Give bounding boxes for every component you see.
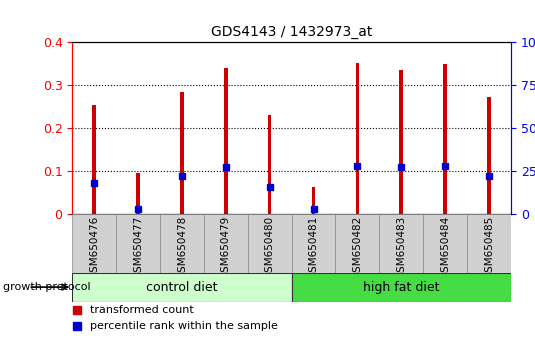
Bar xyxy=(335,214,379,273)
Bar xyxy=(292,273,511,302)
Bar xyxy=(136,172,140,214)
Text: percentile rank within the sample: percentile rank within the sample xyxy=(90,320,278,331)
Text: transformed count: transformed count xyxy=(90,304,194,315)
Text: GSM650478: GSM650478 xyxy=(177,216,187,279)
Text: high fat diet: high fat diet xyxy=(363,281,439,293)
Bar xyxy=(72,214,116,273)
Text: GSM650485: GSM650485 xyxy=(484,216,494,279)
Bar xyxy=(116,214,160,273)
Bar xyxy=(379,214,423,273)
Text: control diet: control diet xyxy=(146,281,218,293)
Bar xyxy=(180,92,184,214)
Text: GSM650481: GSM650481 xyxy=(309,216,318,279)
Bar xyxy=(204,214,248,273)
Bar xyxy=(268,115,271,214)
Bar xyxy=(356,63,359,214)
Bar xyxy=(444,64,447,214)
Title: GDS4143 / 1432973_at: GDS4143 / 1432973_at xyxy=(211,25,372,39)
Text: GSM650477: GSM650477 xyxy=(133,216,143,279)
Bar xyxy=(72,273,292,302)
Bar xyxy=(467,214,511,273)
Bar xyxy=(248,214,292,273)
Text: GSM650483: GSM650483 xyxy=(396,216,406,279)
Bar xyxy=(400,69,403,214)
Bar xyxy=(423,214,467,273)
Bar xyxy=(93,105,96,214)
Text: GSM650476: GSM650476 xyxy=(89,216,99,279)
Text: GSM650482: GSM650482 xyxy=(353,216,362,279)
Text: growth protocol: growth protocol xyxy=(3,282,90,292)
Bar xyxy=(312,187,315,214)
Text: GSM650480: GSM650480 xyxy=(265,216,274,279)
Bar xyxy=(160,214,204,273)
Bar xyxy=(487,97,491,214)
Text: GSM650484: GSM650484 xyxy=(440,216,450,279)
Text: GSM650479: GSM650479 xyxy=(221,216,231,279)
Bar xyxy=(224,68,227,214)
Bar xyxy=(292,214,335,273)
